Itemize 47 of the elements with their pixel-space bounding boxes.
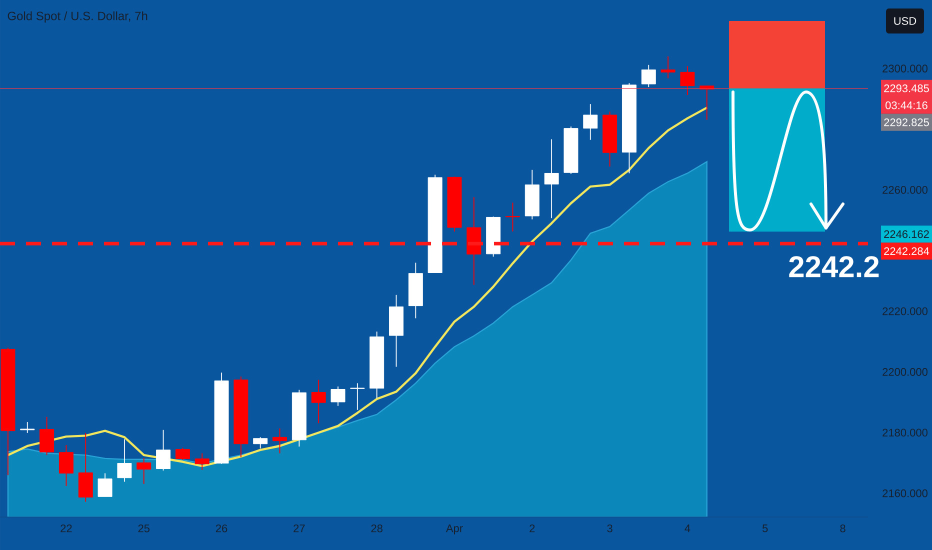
candlestick xyxy=(311,379,326,424)
x-tick-label: 26 xyxy=(216,524,228,532)
x-tick-label: 5 xyxy=(762,524,768,532)
candlestick xyxy=(680,66,695,96)
text: 2292.825 xyxy=(884,118,929,126)
candlestick xyxy=(505,202,520,232)
candlestick xyxy=(350,382,365,410)
line-series xyxy=(6,106,708,468)
candlestick xyxy=(20,422,35,434)
candlestick xyxy=(98,472,112,498)
text: Gold Spot / U.S. Dollar, 7h xyxy=(8,11,148,23)
y-tick-label: 2300.000 xyxy=(882,64,928,72)
text: USD xyxy=(894,17,916,25)
y-tick-label: 2260.000 xyxy=(882,186,928,194)
ref-line-label: 2242.284 xyxy=(884,247,930,256)
candlestick xyxy=(641,64,656,88)
candlestick xyxy=(583,104,598,140)
candlestick xyxy=(544,138,559,219)
candlestick xyxy=(175,447,190,460)
ref-line-label: 2293.485 xyxy=(884,84,929,92)
x-tick-label: 2 xyxy=(530,524,535,532)
candlestick xyxy=(156,429,171,472)
x-tick-label: 22 xyxy=(60,524,72,532)
candlestick xyxy=(330,386,346,406)
x-tick-label: 25 xyxy=(138,524,150,532)
candlestick xyxy=(117,438,132,482)
annotation: 2242.2 xyxy=(789,256,879,278)
y-tick-label: 2180.000 xyxy=(882,428,928,437)
candlestick xyxy=(700,85,714,120)
y-tick-label: 2200.000 xyxy=(882,368,928,376)
y-tick-label: 2160.000 xyxy=(882,489,928,498)
x-tick-label: 4 xyxy=(684,524,690,532)
candlestick xyxy=(58,444,74,486)
candlestick xyxy=(272,428,288,454)
text: 03:44:16 xyxy=(886,101,928,110)
x-tick-label: Apr xyxy=(446,524,463,534)
candlestick xyxy=(660,56,676,79)
x-tick-label: 8 xyxy=(840,524,846,532)
x-tick-label: 3 xyxy=(607,524,612,532)
x-tick-label: 28 xyxy=(371,524,382,532)
candlestick xyxy=(253,436,268,449)
candlestick xyxy=(136,458,152,484)
candlestick xyxy=(194,452,210,470)
candlestick xyxy=(40,416,54,456)
x-tick-label: 27 xyxy=(294,524,305,532)
text: 2246.162 xyxy=(884,230,929,238)
y-tick-label: 2220.000 xyxy=(882,307,928,316)
